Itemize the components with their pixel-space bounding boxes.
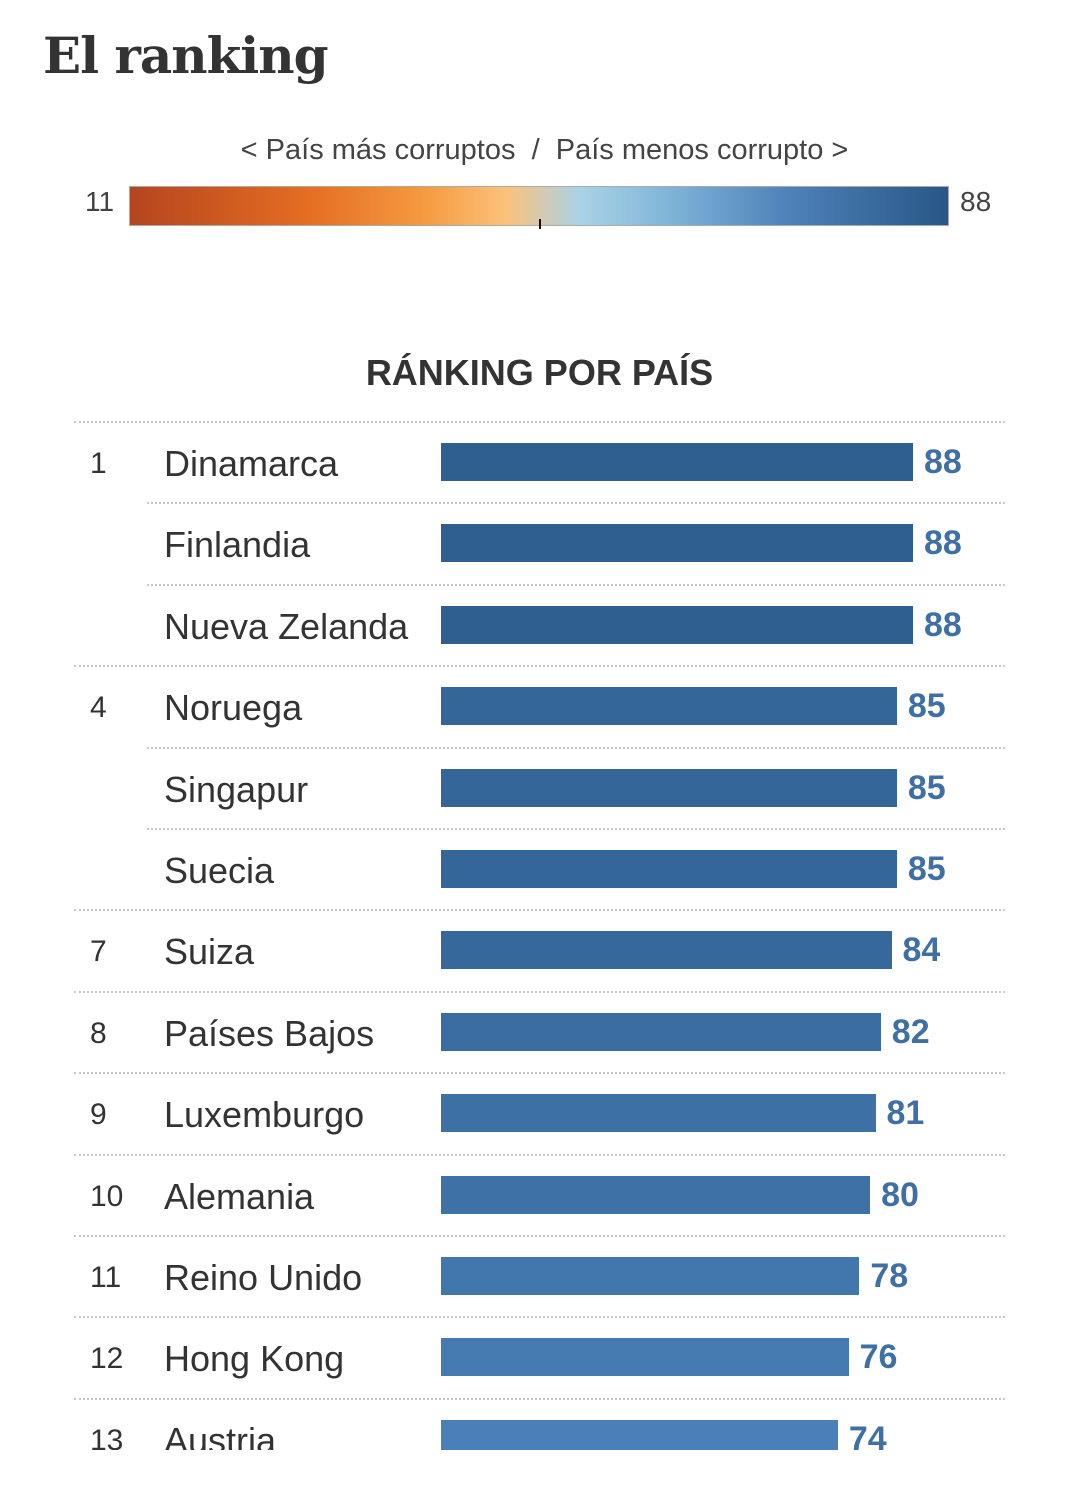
country-label: Austria <box>164 1419 277 1450</box>
value-label: 88 <box>924 524 962 563</box>
country-label: Luxemburgo <box>164 1094 365 1136</box>
value-label: 82 <box>891 1012 930 1051</box>
bar-finlandia <box>441 524 913 563</box>
bar-alemania <box>441 1175 871 1214</box>
page-title: El ranking <box>43 26 329 85</box>
row-divider <box>74 990 1005 993</box>
row-divider <box>74 1153 1005 1156</box>
value-label: 88 <box>924 605 962 644</box>
rank-label: 10 <box>90 1179 124 1213</box>
country-label: Hong Kong <box>164 1338 345 1380</box>
value-label: 76 <box>859 1338 898 1377</box>
bar-reino-unido <box>441 1257 860 1295</box>
row-divider <box>74 421 1005 423</box>
row-divider <box>74 909 1005 912</box>
rank-label: 11 <box>90 1261 122 1294</box>
bar-luxemburgo <box>441 1094 876 1133</box>
bar-países-bajos <box>441 1012 881 1051</box>
rank-label: 12 <box>90 1342 124 1376</box>
legend-caption: < País más corruptos / País menos corrup… <box>240 134 849 166</box>
legend-min-label: 11 <box>85 186 115 217</box>
ranking-bar-chart: 1 Dinamarca 88 Finlandia 88 Nueva Zelanda 88 4 N… <box>74 421 1005 1450</box>
value-label: 85 <box>907 850 946 888</box>
country-label: Alemania <box>164 1175 315 1217</box>
country-label: Dinamarca <box>164 443 339 484</box>
value-label: 78 <box>870 1257 909 1295</box>
country-label: Suecia <box>164 850 275 891</box>
value-label: 81 <box>886 1094 925 1133</box>
row-divider <box>147 828 1005 830</box>
country-label: Países Bajos <box>164 1012 375 1054</box>
rank-label: 1 <box>90 447 107 480</box>
value-label: 85 <box>907 687 946 726</box>
legend-max-label: 88 <box>960 186 992 217</box>
row-divider <box>147 746 1005 749</box>
color-scale-tick <box>539 219 541 229</box>
rank-label: 8 <box>90 1016 107 1050</box>
value-label: 84 <box>902 931 941 970</box>
country-label: Suiza <box>164 931 255 973</box>
rank-label: 4 <box>90 691 107 725</box>
bar-dinamarca <box>441 443 913 481</box>
bar-austria <box>441 1419 838 1450</box>
row-divider <box>147 583 1005 586</box>
country-label: Singapur <box>164 768 309 810</box>
value-label: 74 <box>848 1419 887 1450</box>
value-label: 80 <box>881 1175 919 1214</box>
bar-nueva-zelanda <box>441 605 913 644</box>
row-divider <box>74 1235 1005 1237</box>
country-label: Finlandia <box>164 524 311 566</box>
rank-label: 7 <box>90 935 107 969</box>
row-divider <box>74 1316 1005 1319</box>
bar-noruega <box>441 687 897 726</box>
value-label: 85 <box>907 768 946 807</box>
row-divider <box>74 665 1005 668</box>
value-label: 88 <box>924 443 962 481</box>
bar-hong-kong <box>441 1338 849 1377</box>
row-divider <box>74 1397 1005 1400</box>
country-label: Noruega <box>164 687 303 729</box>
country-label: Nueva Zelanda <box>164 605 409 647</box>
rank-label: 9 <box>90 1098 107 1132</box>
row-divider <box>74 1072 1005 1075</box>
chart-title: RÁNKING POR PAÍS <box>365 352 714 393</box>
rank-label: 13 <box>90 1423 124 1450</box>
bar-suiza <box>441 931 892 970</box>
country-label: Reino Unido <box>164 1257 363 1298</box>
row-divider <box>147 502 1005 505</box>
bar-singapur <box>441 768 897 807</box>
bar-suecia <box>441 850 897 888</box>
